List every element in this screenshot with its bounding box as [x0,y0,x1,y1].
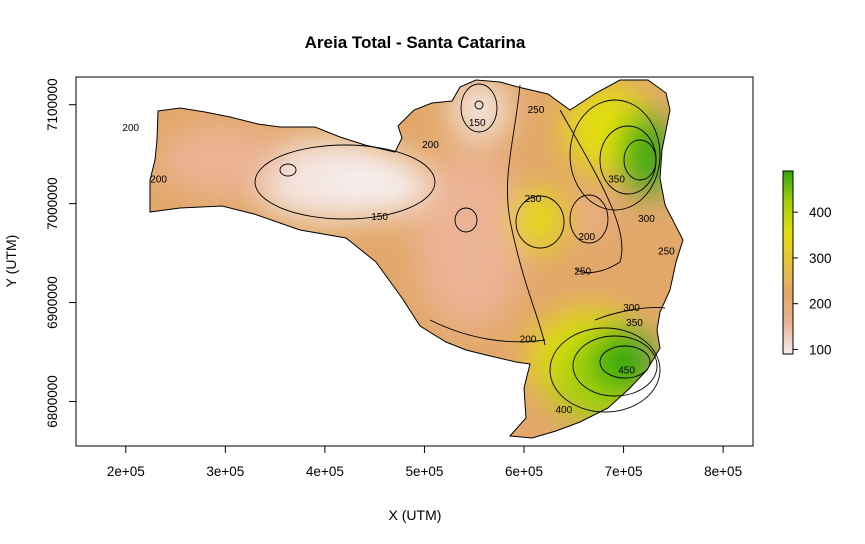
contour-label: 350 [626,318,643,329]
x-tick-label: 8e+05 [704,464,742,479]
contour-ring-north [474,100,484,110]
contour-200-east [507,84,546,346]
contour-350-se [549,327,661,413]
field-low-west2 [160,125,280,195]
y-axis: 6800000 6900000 7000000 7100000 [45,78,76,428]
x-tick-label: 5e+05 [405,464,443,479]
contour-labels: 150 250 200 200 200 150 250 350 300 200 250 250 300 3… [122,105,675,416]
contour-400-se [572,335,658,397]
x-axis-label: X (UTM) [389,507,442,523]
contour-label: 250 [525,194,542,205]
contour-ring-center [454,207,478,233]
y-tick-label: 7100000 [45,78,60,131]
colorbar-fill [782,170,794,355]
contour-label: 200 [150,174,167,185]
contour-label: 150 [371,212,388,223]
contour-label: 250 [658,247,675,258]
chart-title: Areia Total - Santa Catarina [305,33,526,52]
field-low-mid [330,155,430,215]
x-tick-label: 6e+05 [505,464,543,479]
colorbar-tick-label: 200 [809,297,832,312]
colorbar-tick-label: 300 [809,251,832,266]
x-axis: 2e+05 3e+05 4e+05 5e+05 6e+05 7e+05 8e+05 [107,446,742,479]
contour-150-north [460,83,498,133]
contour-label: 300 [638,214,655,225]
contour-ring-west [279,163,297,177]
contour-450-se [599,345,651,379]
field-low-pocket [574,195,606,235]
field-green-ne [626,115,670,195]
contour-250-east [559,109,623,274]
field-yellow-a [516,190,564,250]
colorbar-tick-label: 400 [809,205,832,220]
state-boundary [149,79,684,439]
contour-label: 350 [608,174,625,185]
contour-label: 250 [574,266,591,277]
y-tick-label: 6900000 [45,276,60,329]
contour-400-ne [623,139,657,181]
field-low-north [452,80,508,140]
colorbar: 100 200 300 400 [782,170,832,357]
contour-label: 300 [623,303,640,314]
x-tick-label: 7e+05 [605,464,643,479]
contour-200-south [429,319,546,343]
field-low-center [415,150,525,330]
contour-250-center [515,195,565,249]
y-tick-label: 7000000 [45,177,60,230]
contour-150-west [254,144,436,220]
contour-200-pocket [569,194,609,244]
contour-label: 200 [520,335,537,346]
colorbar-ticks: 100 200 300 400 [793,205,832,357]
x-tick-label: 2e+05 [107,464,145,479]
value-field [160,80,670,425]
y-tick-label: 6800000 [45,375,60,428]
field-green-se [595,332,655,388]
x-tick-label: 4e+05 [306,464,344,479]
x-tick-label: 3e+05 [206,464,244,479]
contour-label: 200 [122,123,139,134]
contour-label: 200 [422,140,439,151]
contour-lines [254,83,666,413]
y-axis-label: Y (UTM) [3,235,19,288]
contour-300-south [594,307,666,321]
colorbar-tick-label: 100 [809,342,832,357]
plot-frame [75,76,754,447]
contour-label: 450 [618,365,635,376]
contour-label: 250 [528,105,545,116]
contour-label: 400 [555,405,572,416]
contour-label: 200 [578,232,595,243]
contour-label: 150 [469,118,486,129]
contour-300-ne [569,99,661,211]
